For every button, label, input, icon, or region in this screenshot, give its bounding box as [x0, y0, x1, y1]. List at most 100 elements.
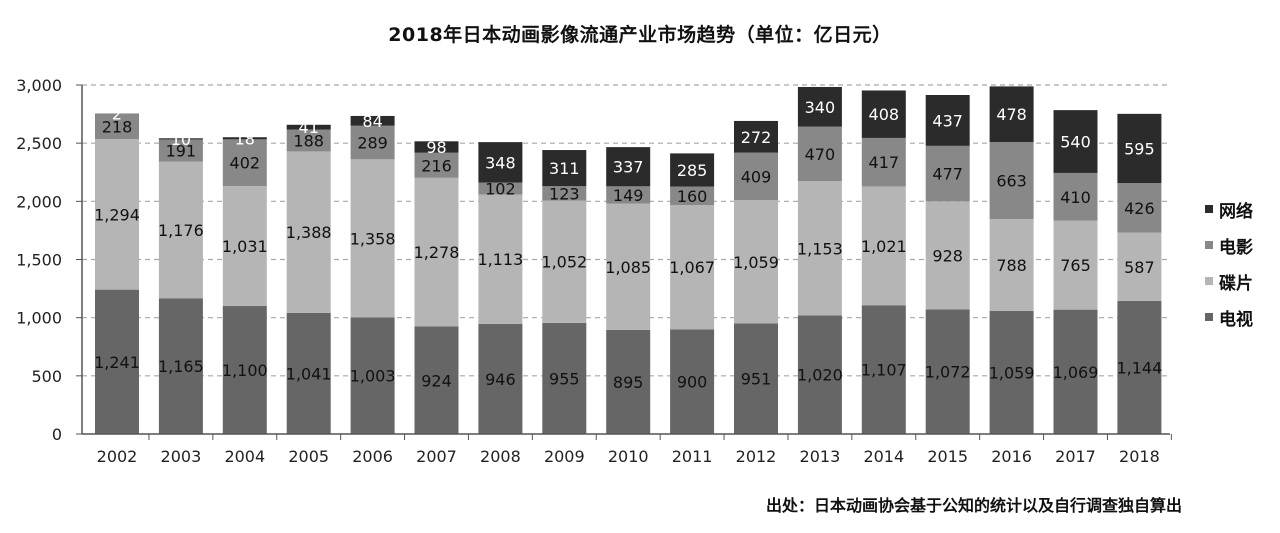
data-label: 1,031	[222, 237, 268, 256]
data-label: 1,021	[861, 237, 907, 256]
bar-segment	[542, 322, 587, 434]
legend-label: 网络	[1219, 201, 1253, 222]
bar-segment	[478, 182, 523, 195]
x-tick-label: 2009	[544, 447, 585, 466]
data-label: 1,085	[605, 258, 651, 277]
bar-segment	[350, 125, 395, 160]
x-tick-label: 2008	[480, 447, 521, 466]
data-label: 788	[996, 256, 1027, 275]
bar-segment	[670, 329, 715, 434]
x-tick-label: 2005	[288, 447, 329, 466]
y-tick-label: 3,000	[16, 76, 62, 95]
source-note: 出处：日本动画协会基于公知的统计以及自行调查独自算出	[765, 496, 1182, 515]
data-label: 540	[1060, 133, 1091, 152]
data-label: 1,041	[286, 364, 332, 383]
data-label: 402	[230, 154, 261, 173]
legend: 网络 电影 碟片 电视	[1205, 200, 1253, 344]
y-tick-label: 2,500	[16, 134, 62, 153]
x-tick-label: 2018	[1119, 447, 1160, 466]
bar-segment	[222, 306, 267, 434]
bar-segment	[606, 329, 651, 434]
x-tick-label: 2003	[161, 447, 202, 466]
data-label: 1,107	[861, 361, 907, 380]
bar-segment	[350, 159, 395, 318]
legend-swatch	[1205, 241, 1213, 249]
data-label: 1,100	[222, 361, 268, 380]
data-label: 1,052	[541, 253, 587, 272]
bar-segment	[670, 205, 715, 330]
bar-segment	[414, 177, 459, 327]
data-label: 1,067	[669, 258, 715, 277]
bar-segment	[989, 142, 1034, 220]
data-label: 895	[613, 373, 644, 392]
data-label: 587	[1124, 258, 1155, 277]
bar-segment	[925, 145, 970, 202]
bar-segment	[542, 150, 587, 187]
data-label: 123	[549, 184, 580, 203]
data-label: 955	[549, 369, 580, 388]
data-label: 928	[932, 246, 963, 265]
bar-segment	[286, 129, 331, 152]
y-tick-label: 500	[31, 367, 62, 386]
data-label: 18	[235, 129, 255, 148]
data-label: 900	[677, 373, 708, 392]
bar-segment	[925, 201, 970, 310]
legend-item: 网络	[1205, 200, 1253, 222]
data-label: 1,069	[1053, 363, 1099, 382]
bar-segment	[797, 86, 842, 127]
data-label: 1,241	[94, 353, 140, 372]
data-label: 1,294	[94, 205, 140, 224]
bar-segment	[1053, 172, 1098, 221]
bar-segment	[734, 152, 778, 201]
bar-segment	[222, 137, 267, 140]
data-label: 1,072	[925, 363, 971, 382]
data-label: 478	[996, 105, 1027, 124]
data-label: 191	[166, 142, 197, 161]
data-label: 1,020	[797, 366, 843, 385]
y-tick-label: 1,000	[16, 309, 62, 328]
data-label: 1,003	[350, 367, 396, 386]
x-axis-ticks: 2002 2003 2004 2005 2006 2007 2008 2009 2010 2011…	[97, 447, 1160, 466]
x-tick-label: 2011	[672, 447, 713, 466]
bar-segment	[222, 139, 267, 187]
x-tick-label: 2012	[736, 447, 777, 466]
bar-segment	[95, 113, 139, 140]
bar-segment	[1117, 232, 1162, 301]
bar-segment	[797, 315, 842, 434]
bar-segment	[95, 289, 139, 434]
data-label: 84	[362, 112, 382, 131]
data-label: 946	[485, 370, 516, 389]
bar-segment	[1117, 183, 1162, 233]
bar-segment	[478, 323, 523, 434]
bar-segment	[542, 186, 587, 201]
y-tick-label: 2,000	[16, 192, 62, 211]
x-tick-label: 2002	[97, 447, 138, 466]
data-label: 188	[293, 131, 324, 150]
data-label: 951	[741, 370, 772, 389]
data-label: 1,388	[286, 223, 332, 242]
data-label: 160	[677, 187, 708, 206]
data-label: 1,165	[158, 357, 204, 376]
data-label: 1,358	[350, 229, 396, 248]
data-label: 340	[805, 98, 836, 117]
data-label: 437	[932, 111, 963, 130]
data-label: 285	[677, 161, 708, 180]
bar-segment	[989, 219, 1034, 311]
data-label: 417	[869, 153, 900, 172]
x-tick-label: 2017	[1055, 447, 1096, 466]
y-axis-ticks: 0 500 1,000 1,500 2,000 2,500 3,000	[16, 76, 62, 444]
data-label: 477	[932, 165, 963, 184]
bar-segment	[1117, 300, 1162, 434]
bar-segment	[1117, 113, 1162, 184]
bar-segment	[286, 151, 331, 313]
bar-segment	[606, 147, 651, 187]
data-label: 1,153	[797, 239, 843, 258]
data-label: 216	[421, 156, 452, 175]
bar-segment	[606, 203, 651, 330]
data-label: 1,144	[1116, 358, 1162, 377]
legend-item: 碟片	[1205, 272, 1253, 294]
data-label: 410	[1060, 188, 1091, 207]
bar-segment	[925, 309, 970, 434]
data-label: 408	[869, 105, 900, 124]
data-label: 272	[741, 128, 772, 147]
